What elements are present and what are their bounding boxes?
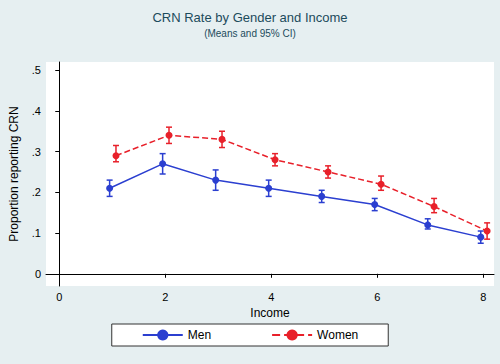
svg-text:.2: .2 — [32, 186, 41, 198]
svg-text:2: 2 — [162, 291, 168, 303]
svg-text:Women: Women — [317, 328, 358, 342]
svg-text:(Means and 95% CI): (Means and 95% CI) — [204, 28, 296, 39]
svg-text:8: 8 — [480, 291, 486, 303]
svg-text:.5: .5 — [32, 64, 41, 76]
svg-text:0: 0 — [35, 268, 41, 280]
svg-text:6: 6 — [374, 291, 380, 303]
svg-text:.4: .4 — [32, 105, 41, 117]
svg-text:.3: .3 — [32, 146, 41, 158]
svg-text:4: 4 — [268, 291, 274, 303]
svg-text:Men: Men — [188, 328, 211, 342]
svg-text:Income: Income — [250, 306, 290, 320]
svg-text:CRN Rate by Gender and Income: CRN Rate by Gender and Income — [152, 10, 347, 25]
svg-text:0: 0 — [56, 291, 62, 303]
svg-text:Proportion reporting CRN: Proportion reporting CRN — [7, 106, 21, 241]
svg-text:.1: .1 — [32, 227, 41, 239]
